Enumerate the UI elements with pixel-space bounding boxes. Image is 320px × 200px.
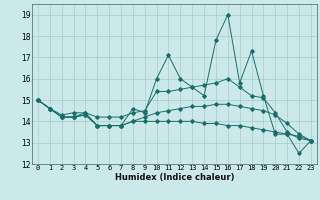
X-axis label: Humidex (Indice chaleur): Humidex (Indice chaleur)	[115, 173, 234, 182]
